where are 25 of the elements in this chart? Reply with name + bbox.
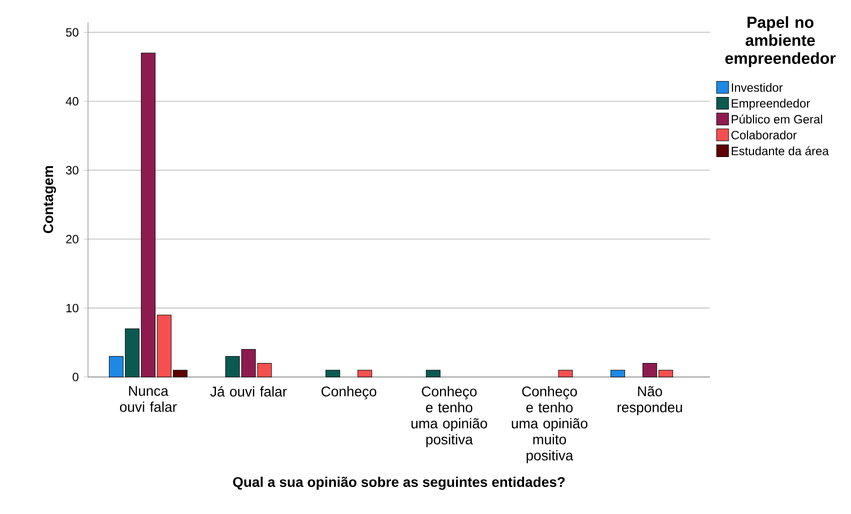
y-axis-title: Contagem xyxy=(43,166,56,234)
legend-label: Investidor xyxy=(732,83,783,92)
legend-label: Estudante da área xyxy=(732,146,829,156)
legend-label: Colaborador xyxy=(731,130,797,140)
bar xyxy=(326,370,340,378)
bar xyxy=(426,370,440,378)
bar xyxy=(610,370,626,378)
x-tick-label: Conheço e tenho uma opinião muito positiva xyxy=(512,386,588,464)
y-tick-label: 40 xyxy=(66,97,78,106)
y-tick-label: 20 xyxy=(66,234,78,244)
x-tick-label: Não respondeu xyxy=(618,386,682,416)
x-axis-title: Qual a sua opinião sobre as seguintes entidades? xyxy=(233,476,565,490)
legend-label: Público em Geral xyxy=(732,114,822,124)
legend-label: Empreendedor xyxy=(732,98,810,110)
bar xyxy=(358,370,372,378)
x-tick-label: Conheço e tenho uma opinião positiva xyxy=(412,386,488,448)
x-tick-label: Conheço xyxy=(322,386,376,400)
y-tick-label: 30 xyxy=(66,166,78,174)
y-tick-label: 50 xyxy=(66,28,78,37)
y-tick-label: 0 xyxy=(72,372,78,382)
y-tick-label: 10 xyxy=(66,304,78,312)
legend-title: Papel no ambiente empreendedor xyxy=(725,16,836,68)
bar xyxy=(558,370,573,378)
x-tick-label: Nunca ouvi falar xyxy=(120,386,177,412)
x-tick-label: Já ouvi falar xyxy=(210,386,287,397)
